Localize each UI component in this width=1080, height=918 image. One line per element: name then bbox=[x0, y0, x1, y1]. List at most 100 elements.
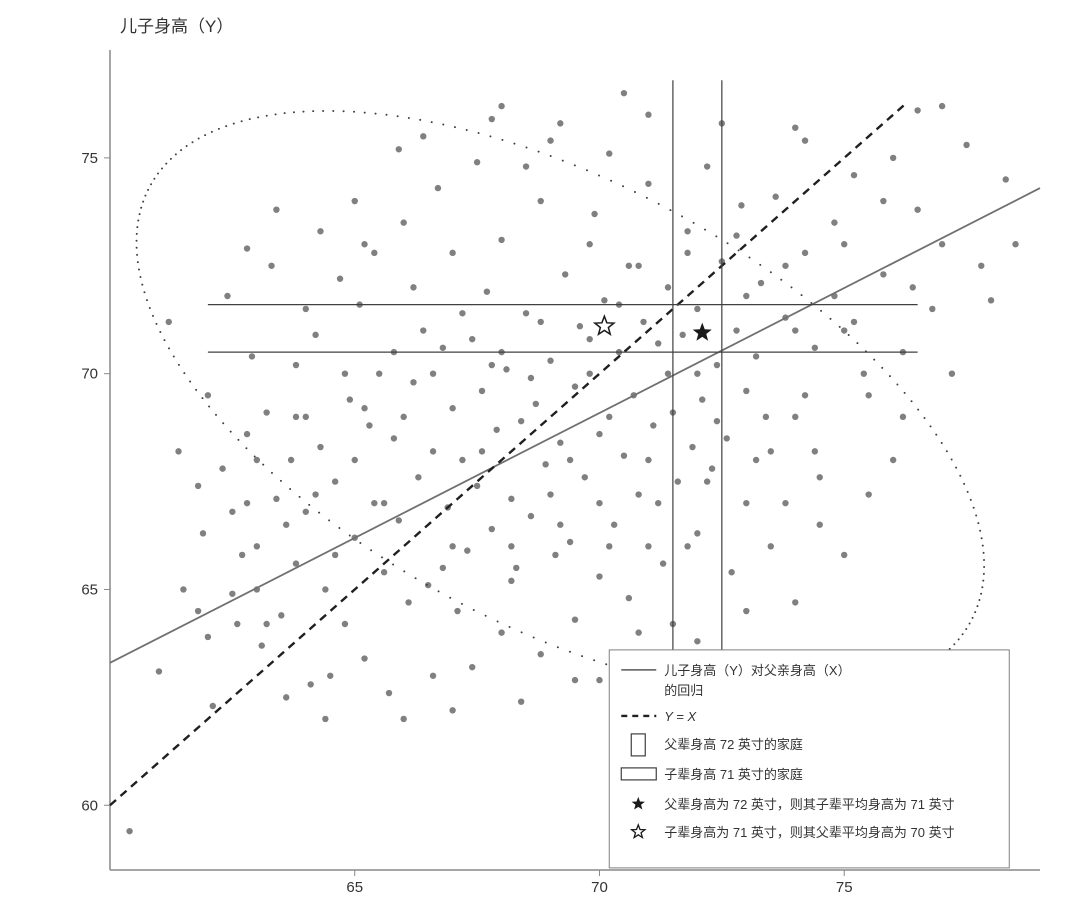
data-point bbox=[851, 172, 857, 178]
data-point bbox=[557, 440, 563, 446]
ellipse-dot bbox=[610, 180, 612, 182]
ellipse-dot bbox=[222, 422, 224, 424]
ellipse-dot bbox=[586, 169, 588, 171]
ellipse-dot bbox=[461, 603, 463, 605]
legend-label: 子辈身高为 71 英寸，则其父辈平均身高为 70 英寸 bbox=[664, 825, 954, 840]
data-point bbox=[792, 414, 798, 420]
ellipse-dot bbox=[138, 269, 140, 271]
data-point bbox=[518, 698, 524, 704]
data-point bbox=[611, 522, 617, 528]
ellipse-dot bbox=[156, 323, 158, 325]
data-point bbox=[513, 565, 519, 571]
ellipse-dot bbox=[574, 164, 576, 166]
ellipse-dot bbox=[218, 128, 220, 130]
data-point bbox=[312, 491, 318, 497]
data-point bbox=[606, 543, 612, 549]
ellipse-dot bbox=[538, 151, 540, 153]
data-point bbox=[425, 582, 431, 588]
data-point bbox=[405, 599, 411, 605]
ellipse-dot bbox=[343, 110, 345, 112]
data-point bbox=[768, 448, 774, 454]
data-point bbox=[831, 219, 837, 225]
ellipse-dot bbox=[972, 617, 974, 619]
ellipse-dot bbox=[318, 512, 320, 514]
data-point bbox=[381, 569, 387, 575]
data-point bbox=[449, 405, 455, 411]
ellipse-dot bbox=[353, 111, 355, 113]
data-point bbox=[557, 522, 563, 528]
ellipse-dot bbox=[338, 527, 340, 529]
data-point bbox=[503, 366, 509, 372]
ellipse-dot bbox=[364, 112, 366, 114]
ellipse-dot bbox=[478, 132, 480, 134]
ellipse-dot bbox=[204, 134, 206, 136]
data-point bbox=[508, 543, 514, 549]
chart-container: { "canvas":{"width":1080,"height":918,"b… bbox=[0, 0, 1080, 918]
ellipse-dot bbox=[180, 149, 182, 151]
ellipse-dot bbox=[254, 455, 256, 457]
ellipse-dot bbox=[175, 153, 177, 155]
data-point bbox=[283, 694, 289, 700]
ellipse-dot bbox=[144, 195, 146, 197]
data-point bbox=[307, 681, 313, 687]
data-point bbox=[865, 491, 871, 497]
ellipse-dot bbox=[152, 315, 154, 317]
data-point bbox=[586, 336, 592, 342]
data-point bbox=[332, 478, 338, 484]
ellipse-dot bbox=[622, 185, 624, 187]
data-point bbox=[635, 491, 641, 497]
data-point bbox=[567, 539, 573, 545]
data-point bbox=[508, 496, 514, 502]
ellipse-dot bbox=[195, 389, 197, 391]
ellipse-dot bbox=[820, 310, 822, 312]
ellipse-dot bbox=[293, 111, 295, 113]
ellipse-dot bbox=[262, 464, 264, 466]
ellipse-dot bbox=[953, 643, 955, 645]
ellipse-dot bbox=[738, 249, 740, 251]
data-point bbox=[493, 427, 499, 433]
y-tick-label: 70 bbox=[81, 366, 98, 383]
ellipse-dot bbox=[513, 143, 515, 145]
data-point bbox=[626, 263, 632, 269]
data-point bbox=[244, 500, 250, 506]
ellipse-dot bbox=[969, 623, 971, 625]
ellipse-dot bbox=[233, 123, 235, 125]
data-point bbox=[626, 595, 632, 601]
star-open-icon bbox=[595, 316, 614, 334]
data-point bbox=[557, 120, 563, 126]
legend-label: Y = X bbox=[664, 709, 697, 724]
ellipse-dot bbox=[557, 646, 559, 648]
ellipse-dot bbox=[533, 636, 535, 638]
ellipse-dot bbox=[159, 331, 161, 333]
y-tick-label: 60 bbox=[81, 797, 98, 814]
data-point bbox=[533, 401, 539, 407]
data-point bbox=[841, 241, 847, 247]
data-point bbox=[880, 198, 886, 204]
ellipse-dot bbox=[137, 220, 139, 222]
data-point bbox=[538, 319, 544, 325]
data-point bbox=[684, 250, 690, 256]
ellipse-dot bbox=[489, 135, 491, 137]
data-point bbox=[738, 202, 744, 208]
data-point bbox=[293, 362, 299, 368]
ellipse-dot bbox=[569, 651, 571, 653]
data-point bbox=[224, 293, 230, 299]
data-point bbox=[645, 543, 651, 549]
data-point bbox=[792, 599, 798, 605]
data-point bbox=[259, 642, 265, 648]
legend-label: 儿子身高（Y）对父亲身高（X） bbox=[664, 663, 850, 678]
data-point bbox=[714, 418, 720, 424]
data-point bbox=[914, 206, 920, 212]
data-point bbox=[342, 370, 348, 376]
data-point bbox=[572, 616, 578, 622]
data-point bbox=[694, 638, 700, 644]
data-point bbox=[743, 608, 749, 614]
ellipse-dot bbox=[598, 174, 600, 176]
ellipse-dot bbox=[328, 519, 330, 521]
ellipse-dot bbox=[715, 235, 717, 237]
ellipse-dot bbox=[801, 294, 803, 296]
ellipse-dot bbox=[982, 545, 984, 547]
ellipse-dot bbox=[634, 191, 636, 193]
data-point bbox=[596, 431, 602, 437]
data-point bbox=[635, 629, 641, 635]
